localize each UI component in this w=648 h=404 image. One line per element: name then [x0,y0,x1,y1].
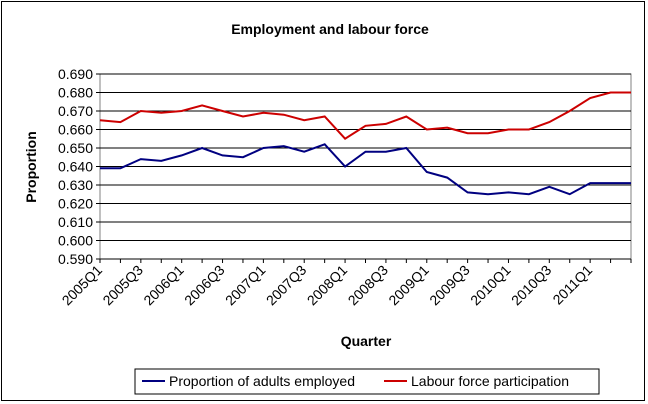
x-tick-label: 2009Q3 [426,262,473,309]
x-tick-label: 2007Q1 [222,262,269,309]
gridlines [96,73,631,260]
x-tick-label: 2008Q1 [304,262,351,309]
x-tick-label: 2011Q1 [549,262,595,308]
y-tick-label: 0.650 [58,140,93,156]
series-line-participation [99,91,631,140]
y-tick-label: 0.690 [58,66,93,82]
x-tick-label: 2005Q1 [59,262,106,309]
legend: Proportion of adults employed Labour for… [134,368,600,395]
y-tick-label: 0.670 [58,103,93,119]
y-tick-label: 0.590 [58,251,93,267]
chart-title: Employment and labour force [231,21,429,37]
x-tick-label: 2006Q3 [181,262,228,309]
series-line-employed [100,143,631,196]
legend-label-employed: Proportion of adults employed [169,373,355,389]
x-tick-label: 2006Q1 [140,262,187,309]
y-tick-label: 0.680 [58,85,93,101]
x-tick-label: 2007Q3 [263,262,310,309]
x-tick-label: 2008Q3 [344,262,391,309]
y-tick-label: 0.600 [58,233,93,249]
y-tick-label: 0.620 [58,196,93,212]
x-tick-labels: 2005Q12005Q32006Q12006Q32007Q12007Q32008… [59,258,632,309]
series-lines [99,91,631,196]
y-tick-label: 0.660 [58,122,93,138]
y-tick-labels: 0.590 0.600 0.610 0.620 0.630 0.640 0.650 0.660… [58,66,93,267]
x-tick-label: 2009Q1 [385,262,432,309]
y-tick-label: 0.630 [58,177,93,193]
x-axis-label: Quarter [341,333,392,349]
y-axis-label: Proportion [23,131,39,203]
x-tick-label: 2010Q1 [467,262,514,309]
legend-box [134,368,600,395]
x-tick-label: 2005Q3 [99,262,146,309]
legend-label-participation: Labour force participation [411,373,569,389]
y-tick-label: 0.610 [58,214,93,230]
x-tick-label: 2010Q3 [508,262,555,309]
y-tick-label: 0.640 [58,159,93,175]
